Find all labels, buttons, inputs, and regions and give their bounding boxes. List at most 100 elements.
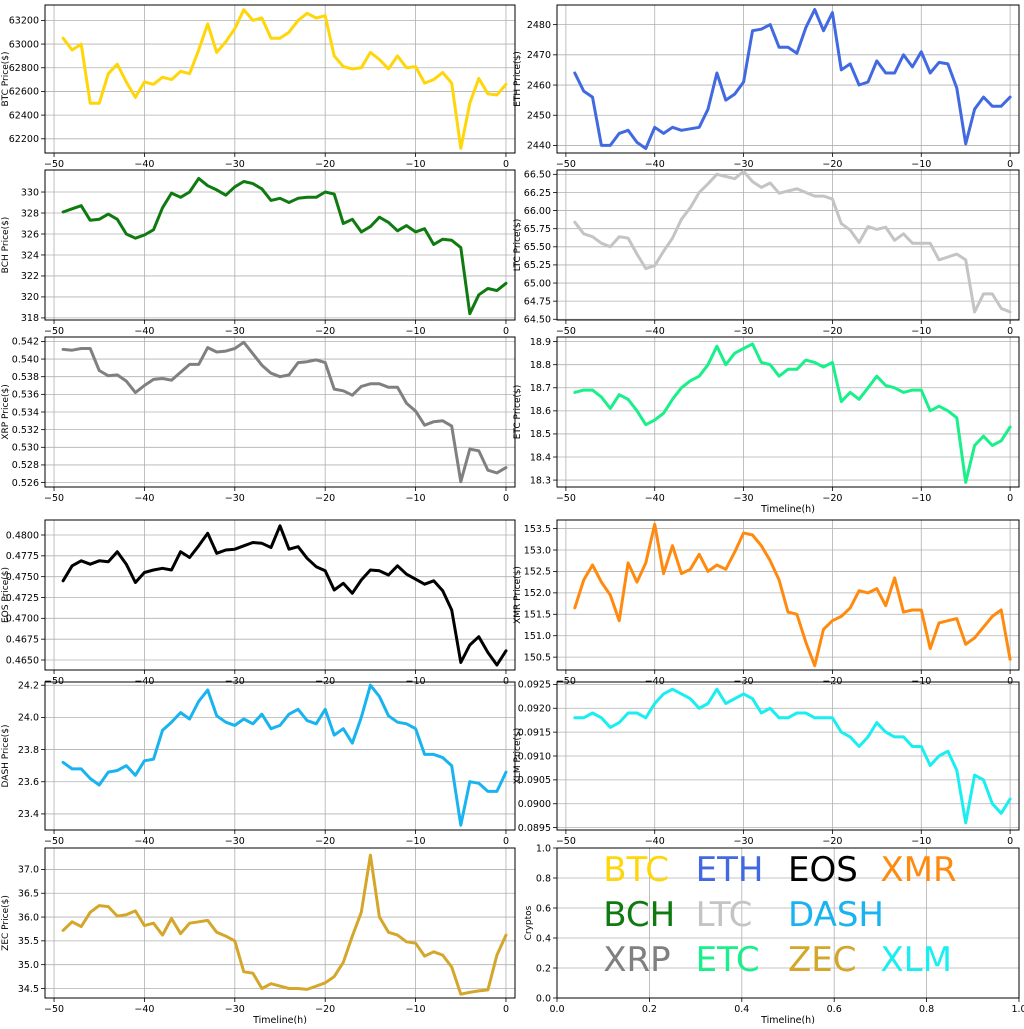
legend-entry-zec: ZEC [788, 940, 857, 980]
y-tick-label: 0.0895 [518, 823, 551, 834]
axes-frame [44, 519, 516, 671]
y-tick-label: 63200 [9, 16, 39, 27]
y-tick-label: 0.534 [12, 407, 39, 418]
series-line-ltc [573, 169, 1012, 314]
chart-panel-xmr: −50 −40 −30 −20 −10 0150.5151.0151.5152.0152.… [513, 519, 1020, 687]
y-tick-label: 153.0 [524, 545, 551, 556]
series-line-btc [61, 8, 508, 150]
legend-entry-xlm: XLM [880, 940, 952, 980]
x-tick-label: 0.4 [734, 1004, 749, 1015]
x-axis-label: Timeline(h) [760, 1015, 815, 1024]
chart-panel-eos: −50 −40 −30 −20 −10 00.46500.46750.47000.4725… [1, 519, 516, 687]
x-tick-label: −40 [645, 326, 665, 337]
y-tick-label: 23.8 [18, 745, 39, 756]
y-tick-label: 0.526 [12, 478, 39, 489]
y-tick-label: 65.50 [524, 242, 551, 253]
y-tick-label: 0.4700 [6, 614, 39, 625]
legend-entry-btc: BTC [603, 850, 669, 890]
chart-panel-btc: −50 −40 −30 −20 −10 0 62200 62400 62600 62800 6300… [1, 4, 516, 170]
x-tick-label: −50 [556, 326, 576, 337]
x-tick-label: −30 [225, 836, 245, 847]
y-tick-label: 2440 [527, 141, 551, 152]
x-tick-label: −10 [406, 159, 426, 170]
x-tick-label: −20 [315, 836, 335, 847]
legend-entry-ltc: LTC [696, 895, 753, 935]
x-tick-label: −10 [406, 1004, 426, 1015]
y-tick-label: 0.0 [536, 993, 551, 1004]
y-tick-label: 2450 [527, 111, 551, 122]
y-tick-label: 24.0 [18, 713, 39, 724]
y-tick-label: 66.25 [524, 188, 551, 199]
y-tick-label: 64.75 [524, 296, 551, 307]
y-tick-label: 318 [21, 313, 39, 324]
x-tick-label: −30 [225, 493, 245, 504]
y-tick-label: 0.4725 [6, 593, 39, 604]
y-axis-label: ZEC Price($) [1, 895, 11, 951]
y-tick-label: 0.532 [12, 425, 39, 436]
y-axis-label: BCH Price($) [1, 217, 11, 274]
x-tick-label: −10 [911, 159, 931, 170]
y-tick-label: 0.0905 [518, 775, 551, 786]
legend-entry-eth: ETH [696, 850, 764, 890]
y-tick-label: 151.0 [524, 631, 551, 642]
x-tick-label: −10 [406, 493, 426, 504]
x-tick-label: 0 [1007, 159, 1013, 170]
axes-frame [556, 169, 1020, 321]
chart-panel-legend: 0.0 0.2 0.4 0.6 0.8 1.0 0.0 0.2 0.4 0.6 0.8 1.0 Cryp… [524, 843, 1024, 1026]
x-tick-label: −50 [556, 493, 576, 504]
y-tick-label: 0.0915 [518, 727, 551, 738]
legend-entry-eos: EOS [788, 850, 858, 890]
y-tick-label: 2470 [527, 50, 551, 61]
x-tick-label: −10 [911, 493, 931, 504]
y-tick-label: 18.4 [530, 452, 551, 463]
series-line-xrp [61, 340, 508, 484]
y-tick-label: 150.5 [524, 652, 551, 663]
x-tick-label: −40 [134, 836, 154, 847]
x-tick-label: −10 [911, 326, 931, 337]
y-tick-label: 62200 [9, 134, 39, 145]
x-tick-label: 0 [503, 326, 509, 337]
series-line-dash [61, 683, 508, 827]
y-axis-label: LTC Price($) [513, 219, 523, 272]
y-tick-label: 66.00 [524, 206, 551, 217]
y-tick-label: 35.0 [18, 960, 39, 971]
x-tick-label: 0.2 [642, 1004, 657, 1015]
y-tick-label: 0.4675 [6, 634, 39, 645]
y-tick-label: 35.5 [18, 936, 39, 947]
x-tick-label: −50 [44, 493, 64, 504]
y-axis-label: EOS Price($) [1, 567, 11, 623]
y-tick-label: 0.4 [536, 933, 551, 944]
x-tick-label: 0 [503, 1004, 509, 1015]
y-tick-label: 62800 [9, 63, 39, 74]
y-tick-label: 0.6 [536, 903, 551, 914]
series-line-bch [61, 176, 508, 316]
y-tick-label: 0.8 [536, 873, 551, 884]
y-tick-label: 153.5 [524, 524, 551, 535]
x-tick-label: −20 [315, 159, 335, 170]
x-tick-label: 0.6 [827, 1004, 842, 1015]
y-tick-label: 0.0925 [518, 680, 551, 691]
y-tick-label: 322 [21, 271, 39, 282]
y-tick-label: 65.25 [524, 260, 551, 271]
series-line-xlm [573, 687, 1012, 825]
y-tick-label: 1.0 [536, 843, 551, 854]
y-tick-label: 0.542 [12, 337, 39, 348]
x-tick-label: −30 [225, 159, 245, 170]
x-tick-label: −50 [556, 836, 576, 847]
x-tick-label: 1.0 [1011, 1004, 1024, 1015]
y-tick-label: 0.0920 [518, 704, 551, 715]
chart-panel-bch: −50 −40 −30 −20 −10 0 318 320 322 324 326 328 330 BCH… [1, 169, 516, 337]
legend-entry-dash: DASH [788, 895, 884, 935]
y-tick-label: 65.00 [524, 278, 551, 289]
x-tick-label: −50 [44, 836, 64, 847]
x-tick-label: −40 [134, 1004, 154, 1015]
y-tick-label: 0.4650 [6, 655, 39, 666]
y-axis-label: ETH Price($) [513, 51, 523, 107]
y-tick-label: 63000 [9, 39, 39, 50]
y-tick-label: 320 [21, 292, 39, 303]
x-tick-label: −30 [734, 493, 754, 504]
y-axis-label: XLM Price($) [513, 728, 523, 785]
axes-frame [556, 847, 1020, 999]
x-tick-label: 0 [1007, 836, 1013, 847]
y-tick-label: 36.0 [18, 912, 39, 923]
